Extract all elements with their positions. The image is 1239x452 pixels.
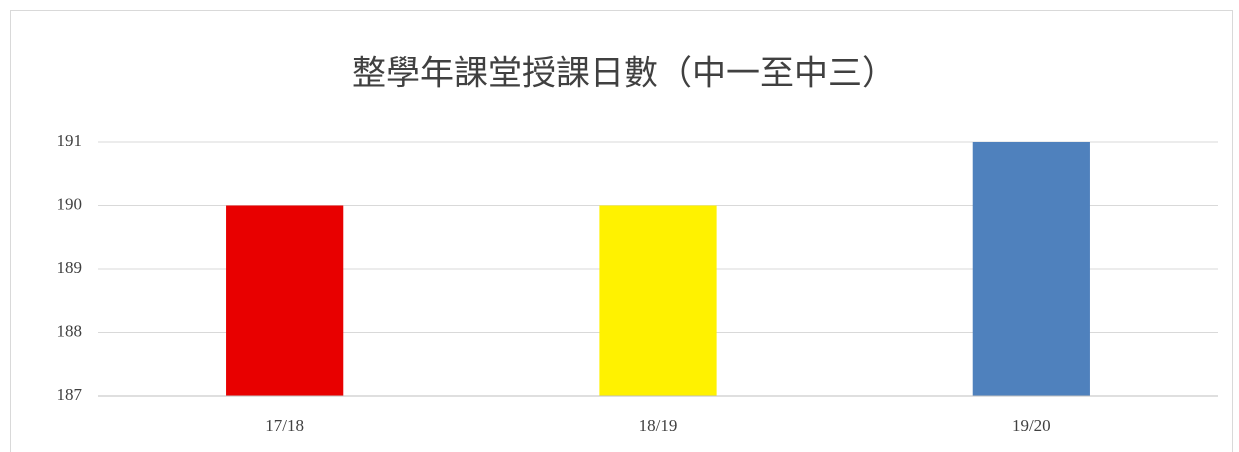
x-tick-label: 19/20 [1012, 416, 1051, 435]
x-tick-label: 18/19 [639, 416, 678, 435]
y-tick-label: 189 [57, 258, 83, 277]
bar [599, 205, 717, 396]
y-tick-label: 188 [57, 321, 83, 340]
chart-title: 整學年課堂授課日數（中一至中三） [352, 54, 896, 94]
y-tick-label: 187 [57, 385, 83, 404]
y-tick-label: 191 [57, 131, 83, 150]
bar [226, 205, 344, 396]
bar [972, 142, 1090, 396]
x-tick-label: 17/18 [265, 416, 304, 435]
y-tick-label: 190 [57, 194, 83, 213]
